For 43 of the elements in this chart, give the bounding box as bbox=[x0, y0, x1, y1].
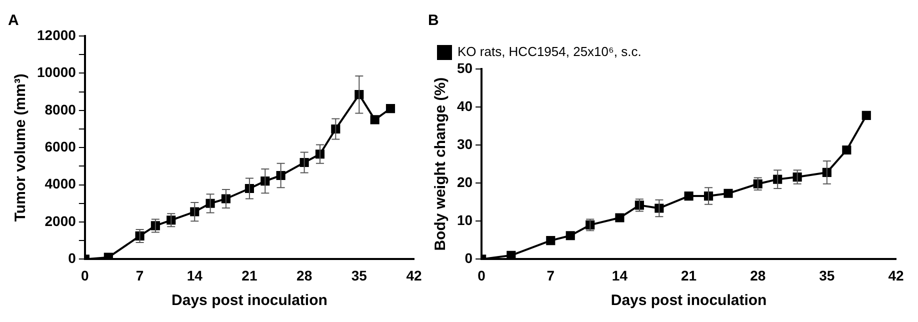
y-tick-label: 30 bbox=[456, 136, 473, 152]
y-tick-label: 20 bbox=[456, 174, 473, 190]
x-tick-label: 14 bbox=[612, 267, 628, 284]
point bbox=[386, 104, 396, 114]
y-tick-label: 0 bbox=[464, 250, 473, 266]
x-tick-label: 35 bbox=[351, 267, 368, 284]
y-tick-label: 10000 bbox=[36, 64, 76, 80]
x-tick-label: 14 bbox=[186, 267, 203, 284]
y-tick-label: 4000 bbox=[44, 176, 76, 192]
x-tick-label: 21 bbox=[680, 267, 697, 284]
y-tick-label: 2000 bbox=[44, 212, 76, 229]
y-axis-title: Tumor volume (mm³) bbox=[12, 74, 30, 222]
y-tick-label: 12000 bbox=[36, 26, 76, 43]
x-tick-label: 42 bbox=[406, 267, 422, 284]
point bbox=[566, 231, 575, 240]
x-tick-label: 35 bbox=[819, 267, 835, 284]
y-tick-label: 50 bbox=[456, 60, 473, 76]
chart-title: A bbox=[8, 12, 19, 30]
x-tick-label: 7 bbox=[136, 267, 144, 284]
x-tick-label: 0 bbox=[81, 267, 90, 284]
point bbox=[724, 188, 733, 198]
point bbox=[546, 236, 556, 246]
x-tick-label: 7 bbox=[546, 267, 555, 284]
point bbox=[615, 213, 624, 222]
x-tick-label: 21 bbox=[242, 267, 258, 284]
x-axis-title: Days post inoculation bbox=[172, 292, 328, 310]
x-tick-label: 28 bbox=[296, 267, 312, 284]
legend-label: KO rats, HCC1954, 25x10⁶, s.c. bbox=[458, 44, 642, 60]
point bbox=[370, 115, 380, 124]
y-tick-label: 8000 bbox=[44, 101, 76, 118]
chart-title: B bbox=[428, 12, 439, 30]
x-tick-label: 28 bbox=[750, 267, 766, 284]
x-tick-label: 0 bbox=[478, 267, 486, 284]
x-tick-label: 42 bbox=[888, 267, 904, 284]
point bbox=[862, 110, 871, 120]
y-tick-label: 6000 bbox=[44, 138, 76, 154]
y-tick-label: 0 bbox=[68, 250, 76, 266]
point bbox=[684, 192, 694, 201]
point bbox=[842, 145, 852, 155]
y-tick-label: 40 bbox=[456, 98, 473, 114]
y-tick-label: 10 bbox=[456, 212, 473, 228]
x-axis-title: Days post inoculation bbox=[610, 292, 767, 310]
y-axis-title: Body weight change (%) bbox=[432, 77, 450, 251]
